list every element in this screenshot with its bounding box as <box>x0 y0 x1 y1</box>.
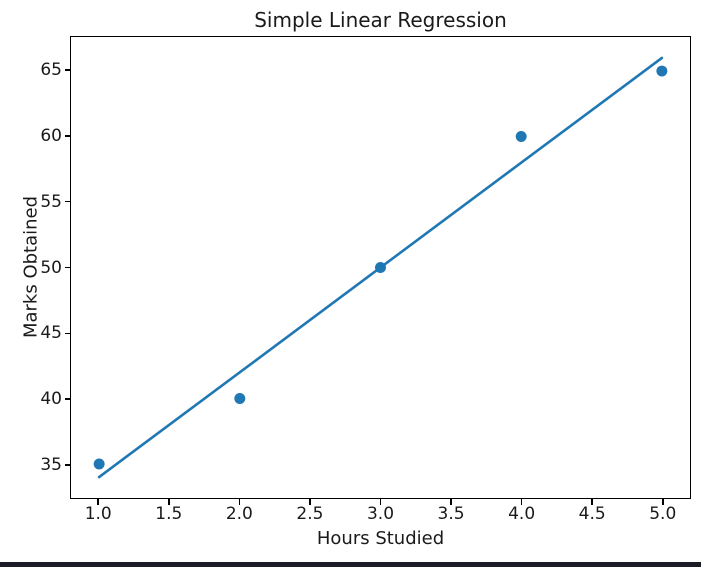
x-tick-mark <box>379 499 382 505</box>
x-tick-mark <box>591 499 593 505</box>
data-point <box>515 131 527 143</box>
y-tick-mark <box>64 266 70 269</box>
x-tick-label: 3.0 <box>366 504 395 524</box>
x-tick-label: 2.0 <box>225 504 253 524</box>
y-tick-label: 60 <box>40 125 62 146</box>
y-tick-mark <box>64 398 70 400</box>
plot-area <box>70 36 691 499</box>
y-tick-mark <box>64 69 70 71</box>
x-tick-label: 2.5 <box>296 504 324 524</box>
x-tick-label: 5.0 <box>649 504 677 524</box>
regression-line <box>97 56 664 479</box>
x-tick-label: 1.5 <box>155 504 183 524</box>
y-tick-mark <box>64 464 70 466</box>
bottom-window-edge <box>0 562 701 567</box>
y-tick-label: 35 <box>40 454 62 475</box>
x-tick-mark <box>450 499 452 505</box>
x-axis-label: Hours Studied <box>316 528 445 549</box>
x-tick-mark <box>168 499 170 505</box>
y-tick-label: 45 <box>40 323 62 344</box>
y-tick-mark <box>64 332 70 335</box>
x-tick-label: 4.5 <box>578 504 606 524</box>
x-tick-label: 1.0 <box>84 504 112 524</box>
y-tick-label: 50 <box>40 257 62 278</box>
y-tick-mark <box>64 200 70 203</box>
x-tick-mark <box>662 499 664 505</box>
x-tick-label: 3.5 <box>437 504 465 524</box>
y-tick-label: 55 <box>40 191 62 212</box>
data-point <box>93 458 105 470</box>
plot-svg <box>93 56 668 479</box>
x-tick-label: 4.0 <box>508 504 536 524</box>
y-tick-mark <box>64 135 70 137</box>
x-tick-mark <box>97 499 99 505</box>
y-tick-label: 40 <box>40 389 62 410</box>
x-tick-mark <box>520 499 523 505</box>
chart-title: Simple Linear Regression <box>254 8 507 32</box>
y-axis-label: Marks Obtained <box>20 195 42 339</box>
x-tick-mark <box>238 499 241 505</box>
y-tick-label: 65 <box>40 60 62 81</box>
x-tick-mark <box>309 499 311 505</box>
data-point <box>234 392 246 404</box>
data-point <box>656 65 668 77</box>
